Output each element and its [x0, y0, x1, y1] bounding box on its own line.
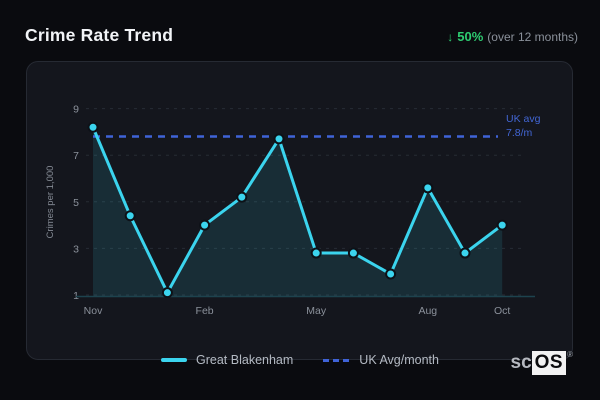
scos-logo-box: OS	[531, 351, 567, 375]
trend-caption: (over 12 months)	[487, 30, 578, 44]
data-point	[385, 268, 397, 280]
data-point	[459, 247, 471, 259]
y-tick-label: 7	[73, 150, 79, 162]
y-tick-label: 3	[73, 243, 79, 255]
x-tick-label: May	[306, 305, 327, 317]
data-point	[310, 247, 322, 259]
y-tick-label: 9	[73, 104, 79, 116]
trend-value: 50%	[457, 29, 484, 44]
trend-line	[91, 125, 504, 295]
x-tick-label: Aug	[418, 305, 437, 317]
trend-badge: ↓ 50% (over 12 months)	[447, 29, 578, 44]
uk-avg-annotation-line2: 7.8/m	[506, 127, 533, 139]
chart-legend: Great Blakenham UK Avg/month	[0, 353, 600, 367]
data-point	[236, 191, 248, 203]
page-title: Crime Rate Trend	[25, 25, 174, 45]
data-point	[87, 121, 99, 133]
trend-down-arrow-icon: ↓	[447, 30, 454, 44]
uk-avg-annotation: UK avg 7.8/m	[506, 112, 540, 140]
data-point	[422, 182, 434, 194]
data-point	[199, 219, 211, 231]
x-tick-label: Nov	[84, 305, 103, 317]
legend-label: Great Blakenham	[196, 353, 294, 367]
scos-logo-prefix: sc	[510, 352, 532, 373]
x-tick-label: Feb	[196, 305, 214, 317]
y-axis-title: Crimes per 1,000	[45, 166, 56, 239]
data-point	[347, 247, 359, 259]
data-point	[124, 210, 136, 222]
solid-line-swatch-icon	[161, 358, 188, 362]
scos-logo: sc OS ®	[510, 350, 573, 375]
data-point	[161, 287, 173, 299]
legend-item-uk-avg[interactable]: UK Avg/month	[323, 353, 439, 367]
data-point	[273, 133, 285, 145]
legend-label: UK Avg/month	[359, 353, 439, 367]
data-point	[496, 219, 508, 231]
uk-avg-annotation-line1: UK avg	[506, 113, 541, 125]
x-tick-label: Oct	[494, 305, 510, 317]
y-tick-label: 5	[73, 197, 79, 209]
registered-trademark-icon: ®	[567, 350, 573, 359]
dashed-line-swatch-icon	[323, 358, 351, 362]
legend-item-great-blakenham[interactable]: Great Blakenham	[161, 353, 293, 367]
